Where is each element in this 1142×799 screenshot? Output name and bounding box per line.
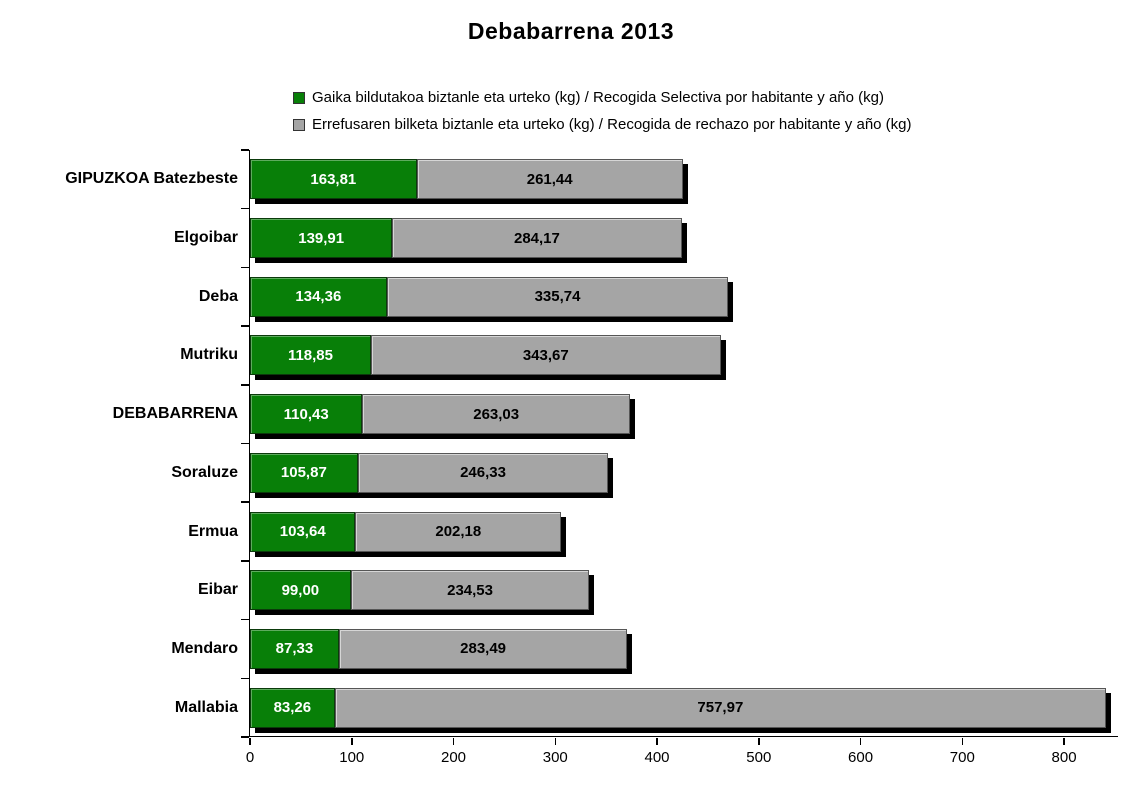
bar-segment-rechazo: 202,18 bbox=[355, 511, 562, 552]
y-axis-tick bbox=[241, 149, 249, 151]
bar-value-label: 118,85 bbox=[287, 346, 333, 364]
category-label: Eibar bbox=[197, 581, 238, 599]
bar-value-label: 283,49 bbox=[460, 640, 507, 658]
legend-swatch-selective-icon bbox=[293, 91, 305, 104]
bar-row: 103,64 202,18 bbox=[250, 511, 562, 552]
x-axis-tick-label: 800 bbox=[1051, 749, 1077, 766]
bar-value-label: 83,26 bbox=[273, 699, 312, 717]
category-label: Deba bbox=[198, 287, 238, 305]
bar-value-label: 757,97 bbox=[697, 699, 744, 717]
bar-segment-rechazo: 261,44 bbox=[416, 159, 683, 200]
bar-row: 118,85 343,67 bbox=[250, 335, 721, 376]
bar-segment-rechazo: 335,74 bbox=[386, 276, 729, 317]
bar-row: 110,43 263,03 bbox=[250, 394, 630, 435]
bar-value-label: 99,00 bbox=[281, 581, 320, 599]
bar-segment-selective: 139,91 bbox=[250, 218, 393, 259]
y-axis-tick bbox=[241, 384, 249, 386]
bar-row: 163,81 261,44 bbox=[250, 159, 683, 200]
category-label: GIPUZKOA Batezbeste bbox=[65, 170, 238, 188]
x-axis-tick-label: 600 bbox=[848, 749, 874, 766]
bar-row: 139,91 284,17 bbox=[250, 218, 682, 259]
x-axis-tick-label: 100 bbox=[339, 749, 365, 766]
bar-segment-selective: 105,87 bbox=[250, 452, 358, 493]
legend-item-selective: Gaika bildutakoa biztanle eta urteko (kg… bbox=[293, 84, 912, 111]
bar-segment-rechazo: 263,03 bbox=[362, 394, 630, 435]
bar-value-label: 263,03 bbox=[473, 405, 520, 423]
bar-segment-rechazo: 234,53 bbox=[350, 570, 590, 611]
x-axis-tick bbox=[249, 738, 251, 745]
legend: Gaika bildutakoa biztanle eta urteko (kg… bbox=[293, 84, 912, 138]
x-axis-tick bbox=[758, 738, 760, 745]
bar-row: 99,00 234,53 bbox=[250, 570, 590, 611]
x-axis-tick bbox=[859, 738, 862, 745]
y-axis-tick bbox=[241, 442, 249, 445]
category-label: Soraluze bbox=[171, 463, 238, 481]
x-axis-tick-label: 700 bbox=[949, 749, 975, 766]
legend-label-rechazo: Errefusaren bilketa biztanle eta urteko … bbox=[312, 116, 912, 133]
bar-row: 87,33 283,49 bbox=[250, 628, 628, 669]
y-axis-tick bbox=[241, 266, 249, 269]
category-label: Mallabia bbox=[174, 698, 238, 716]
y-axis-tick bbox=[241, 501, 249, 503]
x-axis-tick bbox=[1063, 738, 1065, 745]
bar-value-label: 284,17 bbox=[513, 229, 560, 247]
x-axis-tick bbox=[452, 738, 455, 745]
x-axis-tick-label: 500 bbox=[746, 749, 772, 766]
bar-value-label: 163,81 bbox=[310, 170, 357, 188]
bar-value-label: 105,87 bbox=[280, 464, 327, 482]
x-axis-tick-label: 300 bbox=[542, 749, 568, 766]
legend-label-selective: Gaika bildutakoa biztanle eta urteko (kg… bbox=[312, 89, 884, 106]
bar-row: 105,87 246,33 bbox=[250, 452, 609, 493]
plot-area: 0 100 200 300 400 500 600 700 800 GIPUZKOA Batezb… bbox=[65, 149, 1118, 766]
bar-value-label: 261,44 bbox=[526, 170, 573, 188]
bar-value-label: 87,33 bbox=[275, 640, 314, 658]
bar-value-label: 234,53 bbox=[447, 581, 493, 599]
bar-segment-rechazo: 284,17 bbox=[392, 218, 682, 259]
bar-segment-rechazo: 283,49 bbox=[338, 628, 628, 669]
bar-segment-rechazo: 757,97 bbox=[334, 687, 1106, 728]
bar-segment-rechazo: 343,67 bbox=[370, 335, 721, 376]
bar-segment-selective: 103,64 bbox=[250, 511, 356, 552]
bar-row: 134,36 335,74 bbox=[250, 276, 729, 317]
bar-value-label: 110,43 bbox=[283, 405, 329, 423]
category-label: Elgoibar bbox=[173, 229, 238, 247]
category-label: DEBABARRENA bbox=[112, 405, 238, 423]
bar-segment-selective: 87,33 bbox=[250, 628, 339, 669]
bar-value-label: 139,91 bbox=[298, 229, 345, 247]
bar-value-label: 134,36 bbox=[295, 288, 342, 306]
bar-value-label: 202,18 bbox=[435, 523, 482, 541]
x-axis-tick bbox=[554, 738, 557, 745]
bar-value-label: 103,64 bbox=[279, 523, 326, 541]
x-axis-tick bbox=[656, 738, 658, 745]
bar-segment-selective: 99,00 bbox=[250, 570, 351, 611]
bar-value-label: 343,67 bbox=[522, 346, 569, 364]
y-axis-tick bbox=[241, 325, 249, 327]
y-axis-tick bbox=[241, 677, 249, 680]
x-axis-tick-label: 400 bbox=[644, 749, 670, 766]
legend-swatch-rechazo-icon bbox=[293, 118, 305, 131]
bar-segment-rechazo: 246,33 bbox=[357, 452, 609, 493]
x-axis-tick bbox=[351, 738, 353, 745]
bar-segment-selective: 118,85 bbox=[250, 335, 371, 376]
bar-segment-selective: 163,81 bbox=[250, 159, 417, 200]
x-axis-tick-label: 0 bbox=[245, 749, 255, 766]
bar-segment-selective: 83,26 bbox=[250, 687, 335, 728]
bar-value-label: 335,74 bbox=[534, 288, 581, 306]
bar-segment-selective: 110,43 bbox=[250, 394, 363, 435]
x-axis-tick-label: 200 bbox=[440, 749, 467, 766]
x-axis-tick bbox=[961, 738, 964, 745]
category-label: Ermua bbox=[188, 522, 238, 540]
bar-row: 83,26 757,97 bbox=[250, 687, 1106, 728]
legend-item-rechazo: Errefusaren bilketa biztanle eta urteko … bbox=[293, 111, 912, 138]
bar-segment-selective: 134,36 bbox=[250, 276, 387, 317]
y-axis-tick bbox=[241, 207, 249, 210]
chart-title: Debabarrena 2013 bbox=[467, 18, 675, 44]
category-label: Mendaro bbox=[171, 639, 238, 657]
bar-value-label: 246,33 bbox=[460, 464, 506, 482]
y-axis-tick bbox=[241, 560, 249, 562]
y-axis-tick bbox=[241, 736, 249, 738]
category-label: Mutriku bbox=[180, 346, 238, 364]
y-axis-tick bbox=[241, 618, 249, 621]
